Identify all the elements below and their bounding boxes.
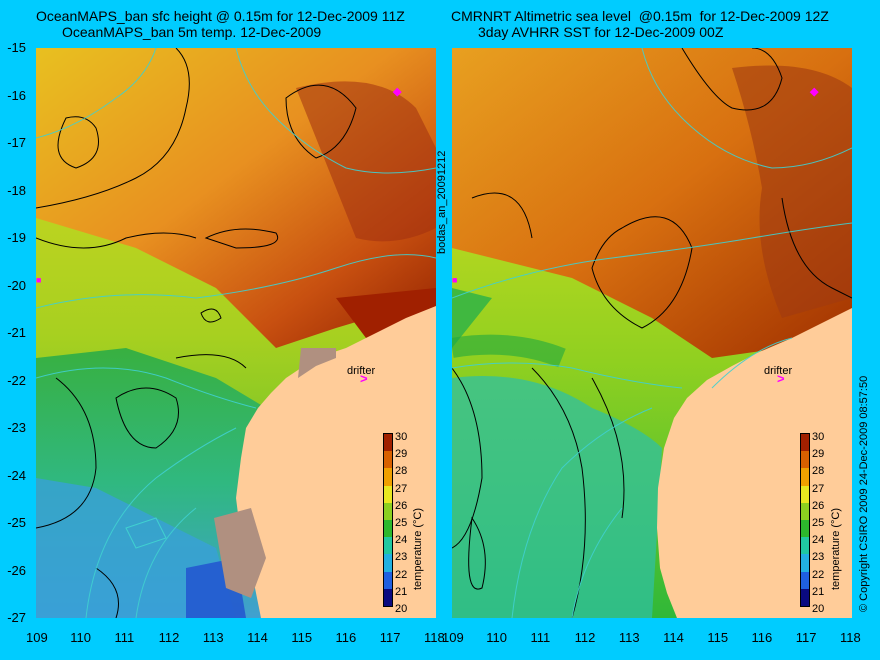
right-sst-map: [452, 48, 852, 618]
lat-tick-label: -15: [7, 40, 26, 55]
colorbar-tick-label: 25: [812, 517, 825, 529]
lon-tick-label: 112: [574, 630, 596, 645]
colorbar-segment: [384, 434, 392, 452]
left-drifter-label: drifter: [347, 365, 376, 377]
colorbar-tick-label: 28: [812, 465, 825, 478]
colorbar-tick-label: 22: [812, 568, 825, 581]
colorbar-segment: [384, 451, 392, 469]
lat-tick-label: -24: [7, 467, 26, 483]
lon-tick-label: 109: [442, 630, 464, 645]
right-drifter-edge-icon: ■: [452, 275, 458, 285]
colorbar-segment: [801, 537, 809, 555]
left-title-line2: OceanMAPS_ban 5m temp. 12-Dec-2009: [62, 24, 322, 40]
lat-tick-label: -16: [7, 87, 26, 103]
colorbar-segment: [801, 468, 809, 486]
colorbar-segment: [384, 588, 392, 606]
lat-tick-label: -26: [7, 562, 26, 578]
colorbar-tick-label: 28: [395, 465, 408, 478]
lon-tick-label: 113: [202, 630, 224, 645]
colorbar-tick-label: 24: [395, 534, 408, 547]
left-drifter-track-icon: ◆: [393, 86, 402, 98]
colorbar-tick-label: 20: [395, 603, 408, 615]
lon-tick-label: 118: [840, 630, 861, 645]
lon-tick-label: 109: [26, 630, 48, 645]
lon-tick-label: 116: [751, 630, 773, 645]
left-colorbar: [383, 433, 393, 607]
colorbar-tick-label: 26: [812, 499, 825, 512]
colorbar-segment: [384, 502, 392, 520]
lon-tick-label: 114: [663, 630, 684, 645]
colorbar-tick-label: 26: [395, 499, 408, 512]
colorbar-segment: [384, 485, 392, 503]
left-drifter-edge-icon: ■: [36, 275, 42, 285]
copyright-label: © Copyright CSIRO 2009 24-Dec-2009 08:57…: [858, 375, 870, 612]
middle-run-id-label: bodas_an_20091212: [436, 150, 448, 254]
lon-tick-label: 111: [530, 630, 551, 645]
colorbar-segment: [384, 554, 392, 572]
lon-tick-label: 118: [424, 630, 445, 645]
lon-tick-label: 117: [379, 630, 401, 645]
right-map-panel: [452, 48, 852, 618]
colorbar-tick-label: 23: [395, 551, 408, 564]
lat-tick-label: -25: [7, 515, 26, 530]
lat-tick-label: -18: [7, 182, 26, 198]
colorbar-tick-label: 21: [395, 585, 408, 598]
lat-tick-label: -23: [7, 420, 26, 435]
right-drifter-marker-icon: >: [777, 371, 785, 386]
colorbar-segment: [801, 485, 809, 503]
lat-tick-label: -21: [7, 325, 26, 340]
colorbar-tick-label: 23: [812, 551, 825, 564]
colorbar-tick-label: 25: [395, 517, 408, 529]
lon-tick-label: 112: [158, 630, 180, 645]
colorbar-segment: [801, 588, 809, 606]
lon-tick-label: 115: [707, 630, 729, 645]
lat-tick-label: -22: [7, 372, 26, 388]
lon-tick-label: 110: [486, 630, 507, 645]
left-map-panel: [36, 48, 436, 618]
right-colorbar-label: temperature (°C): [830, 507, 842, 590]
left-colorbar-label: temperature (°C): [412, 507, 424, 590]
lon-tick-label: 113: [618, 630, 640, 645]
colorbar-segment: [801, 502, 809, 520]
colorbar-tick-label: 30: [395, 431, 408, 443]
left-sst-map: [36, 48, 436, 618]
colorbar-tick-label: 24: [812, 534, 825, 547]
colorbar-segment: [801, 520, 809, 538]
left-drifter-marker-icon: >: [360, 371, 368, 386]
colorbar-segment: [801, 554, 809, 572]
left-title-line1: OceanMAPS_ban sfc height @ 0.15m for 12-…: [36, 8, 405, 24]
colorbar-segment: [801, 451, 809, 469]
colorbar-segment: [384, 571, 392, 589]
colorbar-segment: [801, 434, 809, 452]
colorbar-tick-label: 30: [812, 431, 825, 443]
right-title-line1: CMRNRT Altimetric sea level @0.15m for 1…: [451, 8, 829, 24]
colorbar-tick-label: 29: [812, 448, 825, 461]
lon-tick-label: 115: [291, 630, 313, 645]
lon-tick-label: 117: [795, 630, 817, 645]
colorbar-tick-label: 27: [812, 482, 825, 495]
colorbar-segment: [801, 571, 809, 589]
right-drifter-label: drifter: [764, 365, 793, 377]
lon-tick-label: 111: [114, 630, 135, 645]
colorbar-segment: [384, 468, 392, 486]
lat-tick-label: -27: [7, 610, 26, 625]
lat-tick-label: -20: [7, 277, 26, 293]
colorbar-segment: [384, 520, 392, 538]
right-colorbar: [800, 433, 810, 607]
colorbar-tick-label: 21: [812, 585, 825, 598]
colorbar-tick-label: 20: [812, 603, 825, 615]
colorbar-segment: [384, 537, 392, 555]
lon-tick-label: 114: [247, 630, 268, 645]
colorbar-tick-label: 27: [395, 482, 408, 495]
lon-tick-label: 116: [335, 630, 357, 645]
right-drifter-track-icon: ◆: [810, 86, 819, 98]
colorbar-tick-label: 29: [395, 448, 408, 461]
right-title-line2: 3day AVHRR SST for 12-Dec-2009 00Z: [478, 24, 724, 40]
colorbar-tick-label: 22: [395, 568, 408, 581]
lon-tick-label: 110: [70, 630, 91, 645]
lat-tick-label: -17: [7, 135, 26, 150]
lat-tick-label: -19: [7, 230, 26, 245]
